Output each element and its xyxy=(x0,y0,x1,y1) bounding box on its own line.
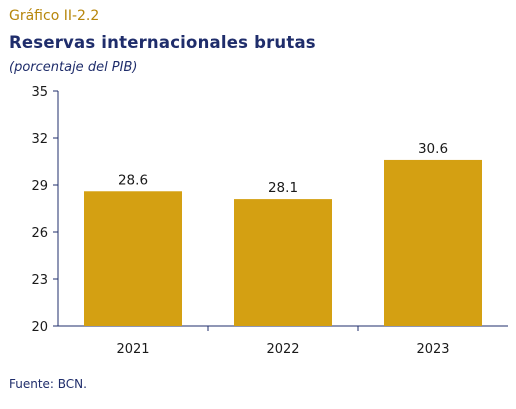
y-tick-label: 20 xyxy=(31,320,48,335)
bar xyxy=(384,159,482,326)
x-tick-label: 2022 xyxy=(266,342,299,357)
bar xyxy=(234,199,332,326)
y-tick-label: 26 xyxy=(31,226,48,241)
bar-value-label: 28.6 xyxy=(118,172,148,188)
y-tick-label: 29 xyxy=(31,179,48,194)
y-tick-label: 35 xyxy=(31,85,48,100)
bar-value-label: 28.1 xyxy=(268,180,298,196)
y-tick-label: 32 xyxy=(31,132,48,147)
bar-value-label: 30.6 xyxy=(418,141,448,157)
source-note: Fuente: BCN. xyxy=(9,377,87,391)
bar xyxy=(84,191,182,326)
x-tick-label: 2021 xyxy=(116,342,149,357)
chart-subtitle: (porcentaje del PIB) xyxy=(9,60,138,75)
figure-label: Gráfico II-2.2 xyxy=(9,8,100,24)
y-tick-label: 23 xyxy=(31,273,48,288)
chart-title: Reservas internacionales brutas xyxy=(9,33,316,52)
x-tick-label: 2023 xyxy=(416,342,449,357)
